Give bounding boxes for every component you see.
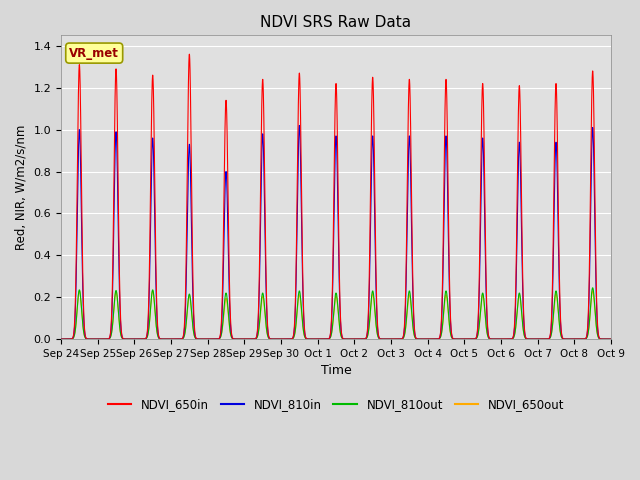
NDVI_810in <box>412 336 420 341</box>
NDVI_650out <box>607 336 615 342</box>
NDVI_810in <box>204 336 212 342</box>
NDVI_810out <box>490 336 498 342</box>
NDVI_810out <box>57 336 65 342</box>
NDVI_810out <box>263 329 271 335</box>
NDVI_650in <box>175 336 182 342</box>
NDVI_810out <box>175 336 182 342</box>
NDVI_650in <box>412 335 420 341</box>
NDVI_810out <box>169 336 177 342</box>
NDVI_810in <box>490 336 498 342</box>
NDVI_650in <box>57 336 65 342</box>
NDVI_650in <box>169 336 177 342</box>
Line: NDVI_650in: NDVI_650in <box>61 54 611 339</box>
NDVI_650out <box>263 330 271 336</box>
NDVI_650out <box>490 336 498 342</box>
NDVI_810in <box>169 336 177 342</box>
NDVI_650out <box>169 336 177 342</box>
NDVI_650out <box>412 336 420 342</box>
NDVI_650in <box>263 311 271 317</box>
NDVI_810out <box>167 336 175 342</box>
NDVI_650out <box>204 336 212 342</box>
Legend: NDVI_650in, NDVI_810in, NDVI_810out, NDVI_650out: NDVI_650in, NDVI_810in, NDVI_810out, NDV… <box>103 394 569 416</box>
NDVI_810in <box>263 315 271 321</box>
NDVI_650in <box>204 336 212 342</box>
NDVI_650out <box>57 336 65 342</box>
NDVI_810in <box>607 336 615 342</box>
NDVI_650out <box>175 336 182 342</box>
Text: VR_met: VR_met <box>69 47 119 60</box>
NDVI_810out <box>589 285 596 291</box>
Title: NDVI SRS Raw Data: NDVI SRS Raw Data <box>260 15 412 30</box>
NDVI_810out <box>605 336 613 342</box>
NDVI_650in <box>607 336 615 342</box>
X-axis label: Time: Time <box>321 364 351 377</box>
NDVI_810in <box>57 336 65 342</box>
NDVI_810in <box>296 122 303 128</box>
NDVI_810in <box>605 336 613 342</box>
NDVI_650out <box>605 336 613 342</box>
NDVI_650in <box>490 336 498 342</box>
NDVI_650out <box>76 288 83 294</box>
Line: NDVI_810out: NDVI_810out <box>61 288 611 339</box>
Y-axis label: Red, NIR, W/m2/s/nm: Red, NIR, W/m2/s/nm <box>15 124 28 250</box>
NDVI_650in <box>605 336 613 342</box>
NDVI_650in <box>186 51 193 57</box>
Line: NDVI_650out: NDVI_650out <box>61 291 611 339</box>
Line: NDVI_810in: NDVI_810in <box>61 125 611 339</box>
NDVI_810out <box>412 336 420 341</box>
NDVI_810out <box>607 336 615 342</box>
NDVI_810in <box>175 336 182 342</box>
